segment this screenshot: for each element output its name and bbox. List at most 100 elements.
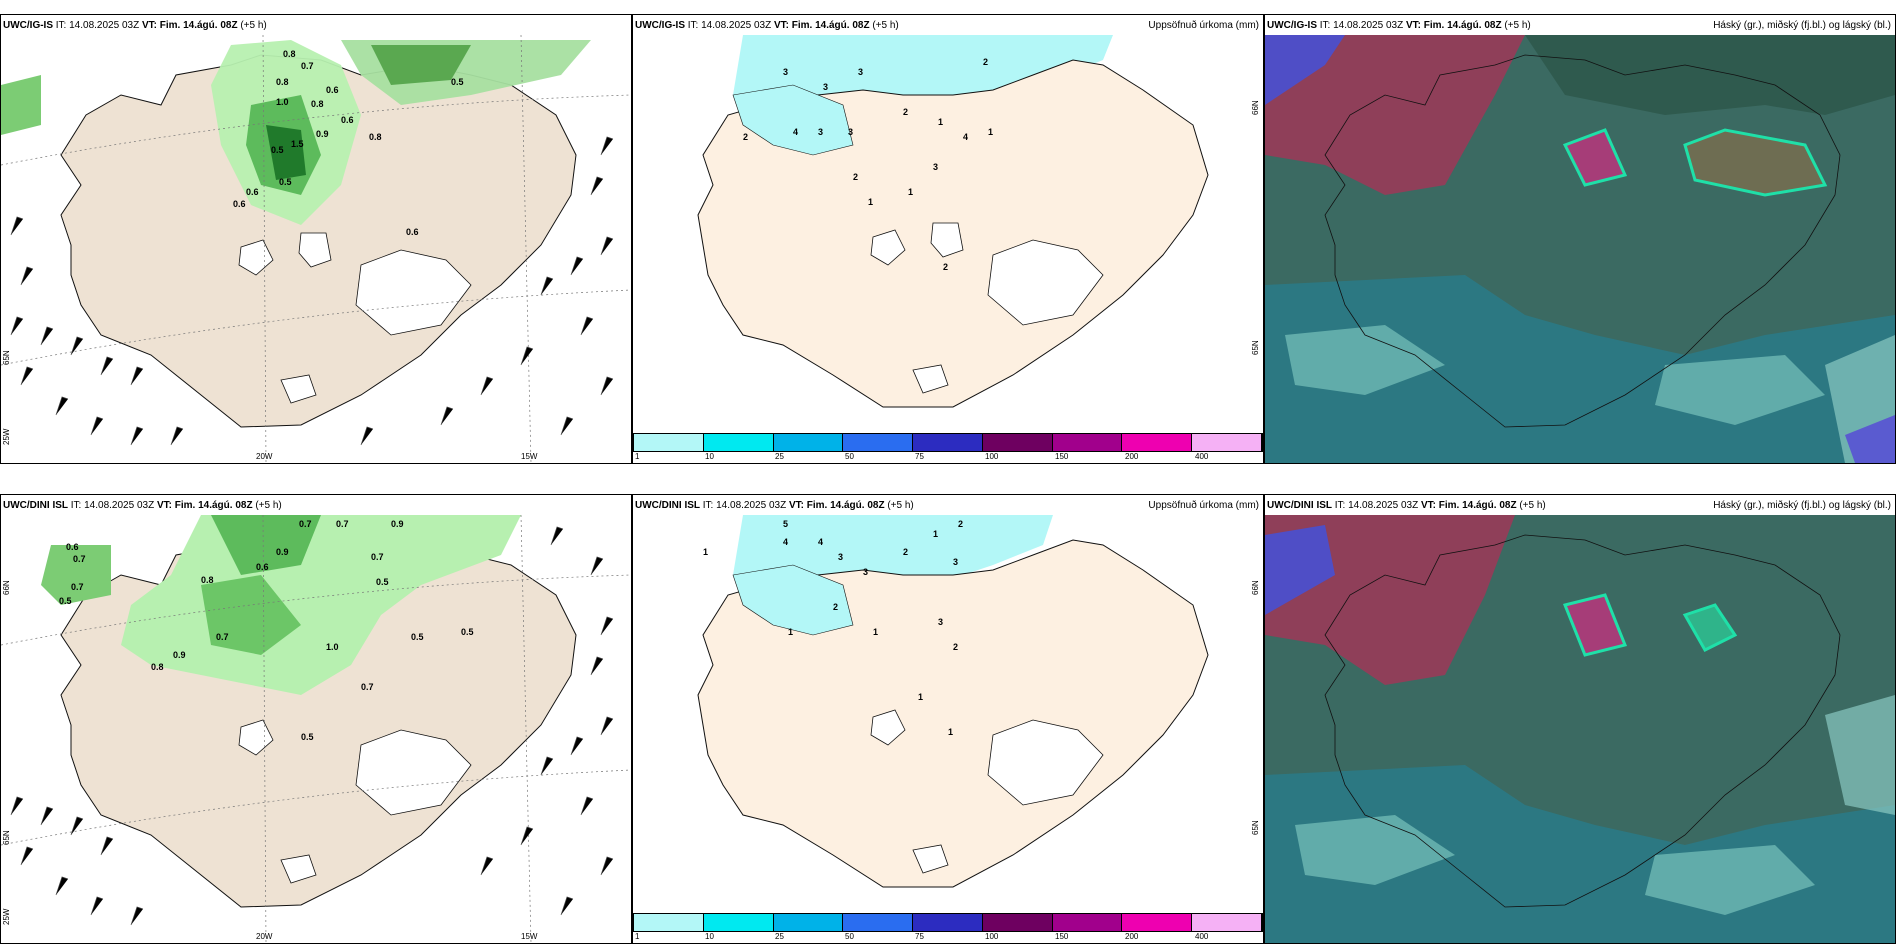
- map-accum-precip[interactable]: 5 4 4 3 3 2 3 1 2 1 2 1 3 2 1 1 1 66N 65…: [633, 515, 1263, 911]
- precip-label: 0.5: [461, 627, 474, 637]
- precip-label: 0.9: [276, 547, 289, 557]
- lead-time: (+5 h): [240, 20, 267, 31]
- accum-label: 4: [783, 537, 788, 547]
- valid-time: VT: Fim. 14.ágú. 08Z: [156, 500, 253, 511]
- map-precip-wind[interactable]: 0.6 0.7 0.7 0.5 0.7 0.7 0.9 0.8 0.6 0.9 …: [1, 515, 631, 943]
- accum-value-labels: 3 3 3 2 4 2 3 3 2 1 1 2 1 1 3 4 2: [743, 57, 993, 272]
- precip-label: 0.9: [391, 519, 404, 529]
- panel-header: UWC/IG-IS IT: 14.08.2025 03Z VT: Fim. 14…: [1267, 17, 1891, 35]
- panel-header: UWC/DINI ISL IT: 14.08.2025 03Z VT: Fim.…: [1267, 497, 1891, 515]
- precip-label: 0.6: [256, 562, 269, 572]
- model-name: UWC/DINI ISL: [1267, 500, 1332, 511]
- accum-label: 3: [933, 162, 938, 172]
- model-name: UWC/IG-IS: [635, 20, 685, 31]
- colorbar-label: 1: [635, 932, 640, 941]
- map-precip-wind[interactable]: 0.8 0.7 0.8 0.5 0.6 1.0 0.8 0.9 0.6 0.5 …: [1, 35, 631, 463]
- lat-label: 66N: [2, 580, 11, 595]
- accum-label: 3: [863, 567, 868, 577]
- precip-label: 0.7: [301, 61, 314, 71]
- init-time-label: IT:: [687, 20, 699, 31]
- accum-label: 2: [833, 602, 838, 612]
- colorbar-swatch: [1052, 914, 1123, 931]
- panel-header: UWC/DINI ISL IT: 14.08.2025 03Z VT: Fim.…: [3, 497, 627, 515]
- init-time: 14.08.2025 03Z: [1348, 500, 1419, 511]
- accum-label: 3: [818, 127, 823, 137]
- precip-label: 0.6: [406, 227, 419, 237]
- lon-label: 25W: [2, 908, 11, 925]
- accum-label: 1: [788, 627, 793, 637]
- precip-label: 0.5: [411, 632, 424, 642]
- precip-label: 0.7: [371, 552, 384, 562]
- colorbar-label: 25: [775, 932, 784, 941]
- accum-label: 3: [783, 67, 788, 77]
- precip-label: 0.7: [361, 682, 374, 692]
- colorbar-label: 10: [705, 932, 714, 941]
- map-clouds[interactable]: [1265, 515, 1895, 943]
- lon-label: 20W: [256, 452, 273, 461]
- precip-label: 0.5: [376, 577, 389, 587]
- precip-label: 0.6: [66, 542, 79, 552]
- colorbar-swatch: [1122, 434, 1193, 451]
- init-time-label: IT:: [70, 500, 82, 511]
- iceland-outline: [1324, 534, 1841, 908]
- lead-time: (+5 h): [1519, 500, 1546, 511]
- accum-label: 1: [933, 529, 938, 539]
- init-time-label: IT:: [1319, 20, 1331, 31]
- accum-label: 4: [793, 127, 798, 137]
- accum-label: 2: [953, 642, 958, 652]
- precip-label: 0.6: [341, 115, 354, 125]
- precip-label: 0.7: [336, 519, 349, 529]
- colorbar-swatch: [703, 914, 774, 931]
- model-name: UWC/DINI ISL: [3, 500, 68, 511]
- panel-header: UWC/IG-IS IT: 14.08.2025 03Z VT: Fim. 14…: [3, 17, 627, 35]
- precip-label: 1.0: [326, 642, 339, 652]
- accum-label: 1: [703, 547, 708, 557]
- panel-dini-accum-precip: UWC/DINI ISL IT: 14.08.2025 03Z VT: Fim.…: [632, 494, 1264, 944]
- map-accum-precip[interactable]: 3 3 3 2 4 2 3 3 2 1 1 2 1 1 3 4 2 66N 65…: [633, 35, 1263, 431]
- colorbar-swatch: [773, 914, 844, 931]
- accum-label: 1: [988, 127, 993, 137]
- panel-dini-precip-wind: UWC/DINI ISL IT: 14.08.2025 03Z VT: Fim.…: [0, 494, 632, 944]
- valid-time: VT: Fim. 14.ágú. 08Z: [1405, 20, 1502, 31]
- panel-igis-accum-precip: UWC/IG-IS IT: 14.08.2025 03Z VT: Fim. 14…: [632, 14, 1264, 464]
- accum-label: 3: [838, 552, 843, 562]
- colorbar-swatch: [634, 914, 704, 931]
- valid-time: VT: Fim. 14.ágú. 08Z: [1420, 500, 1517, 511]
- init-time-label: IT:: [1334, 500, 1346, 511]
- colorbar-label: 1: [635, 452, 640, 461]
- precip-label: 0.8: [283, 49, 296, 59]
- colorbar: 1 10 25 50 75 100 150 200 400: [633, 913, 1263, 943]
- accum-label: 3: [823, 82, 828, 92]
- lon-label: 15W: [521, 452, 538, 461]
- precip-label: 0.8: [369, 132, 382, 142]
- colorbar-label: 25: [775, 452, 784, 461]
- panel-header: UWC/IG-IS IT: 14.08.2025 03Z VT: Fim. 14…: [635, 17, 1259, 35]
- colorbar-swatch: [1192, 434, 1263, 451]
- lat-label: 66N: [1251, 100, 1260, 115]
- map-clouds[interactable]: [1265, 35, 1895, 463]
- accum-label: 4: [818, 537, 823, 547]
- valid-time: VT: Fim. 14.ágú. 08Z: [141, 20, 238, 31]
- colorbar-swatch: [773, 434, 844, 451]
- lon-label: 15W: [521, 932, 538, 941]
- precip-label: 0.9: [316, 129, 329, 139]
- precip-label: 0.6: [233, 199, 246, 209]
- accum-label: 5: [783, 519, 788, 529]
- precip-value-labels: 0.6 0.7 0.7 0.5 0.7 0.7 0.9 0.8 0.6 0.9 …: [59, 519, 474, 742]
- lead-time: (+5 h): [887, 500, 914, 511]
- accum-label: 3: [938, 617, 943, 627]
- precip-label: 0.7: [299, 519, 312, 529]
- accum-label: 3: [848, 127, 853, 137]
- lon-label: 20W: [256, 932, 273, 941]
- precip-label: 0.8: [151, 662, 164, 672]
- colorbar-swatch: [703, 434, 774, 451]
- init-time: 14.08.2025 03Z: [69, 20, 140, 31]
- wind-barbs: [10, 526, 614, 926]
- colorbar-swatch: [634, 434, 704, 451]
- colorbar-swatch: [1122, 914, 1193, 931]
- precip-label: 0.5: [279, 177, 292, 187]
- model-name: UWC/DINI ISL: [635, 500, 700, 511]
- field-title: Háský (gr.), miðský (fj.bl.) og lágský (…: [1713, 500, 1891, 511]
- precip-label: 0.9: [173, 650, 186, 660]
- lon-label: 25W: [2, 428, 11, 445]
